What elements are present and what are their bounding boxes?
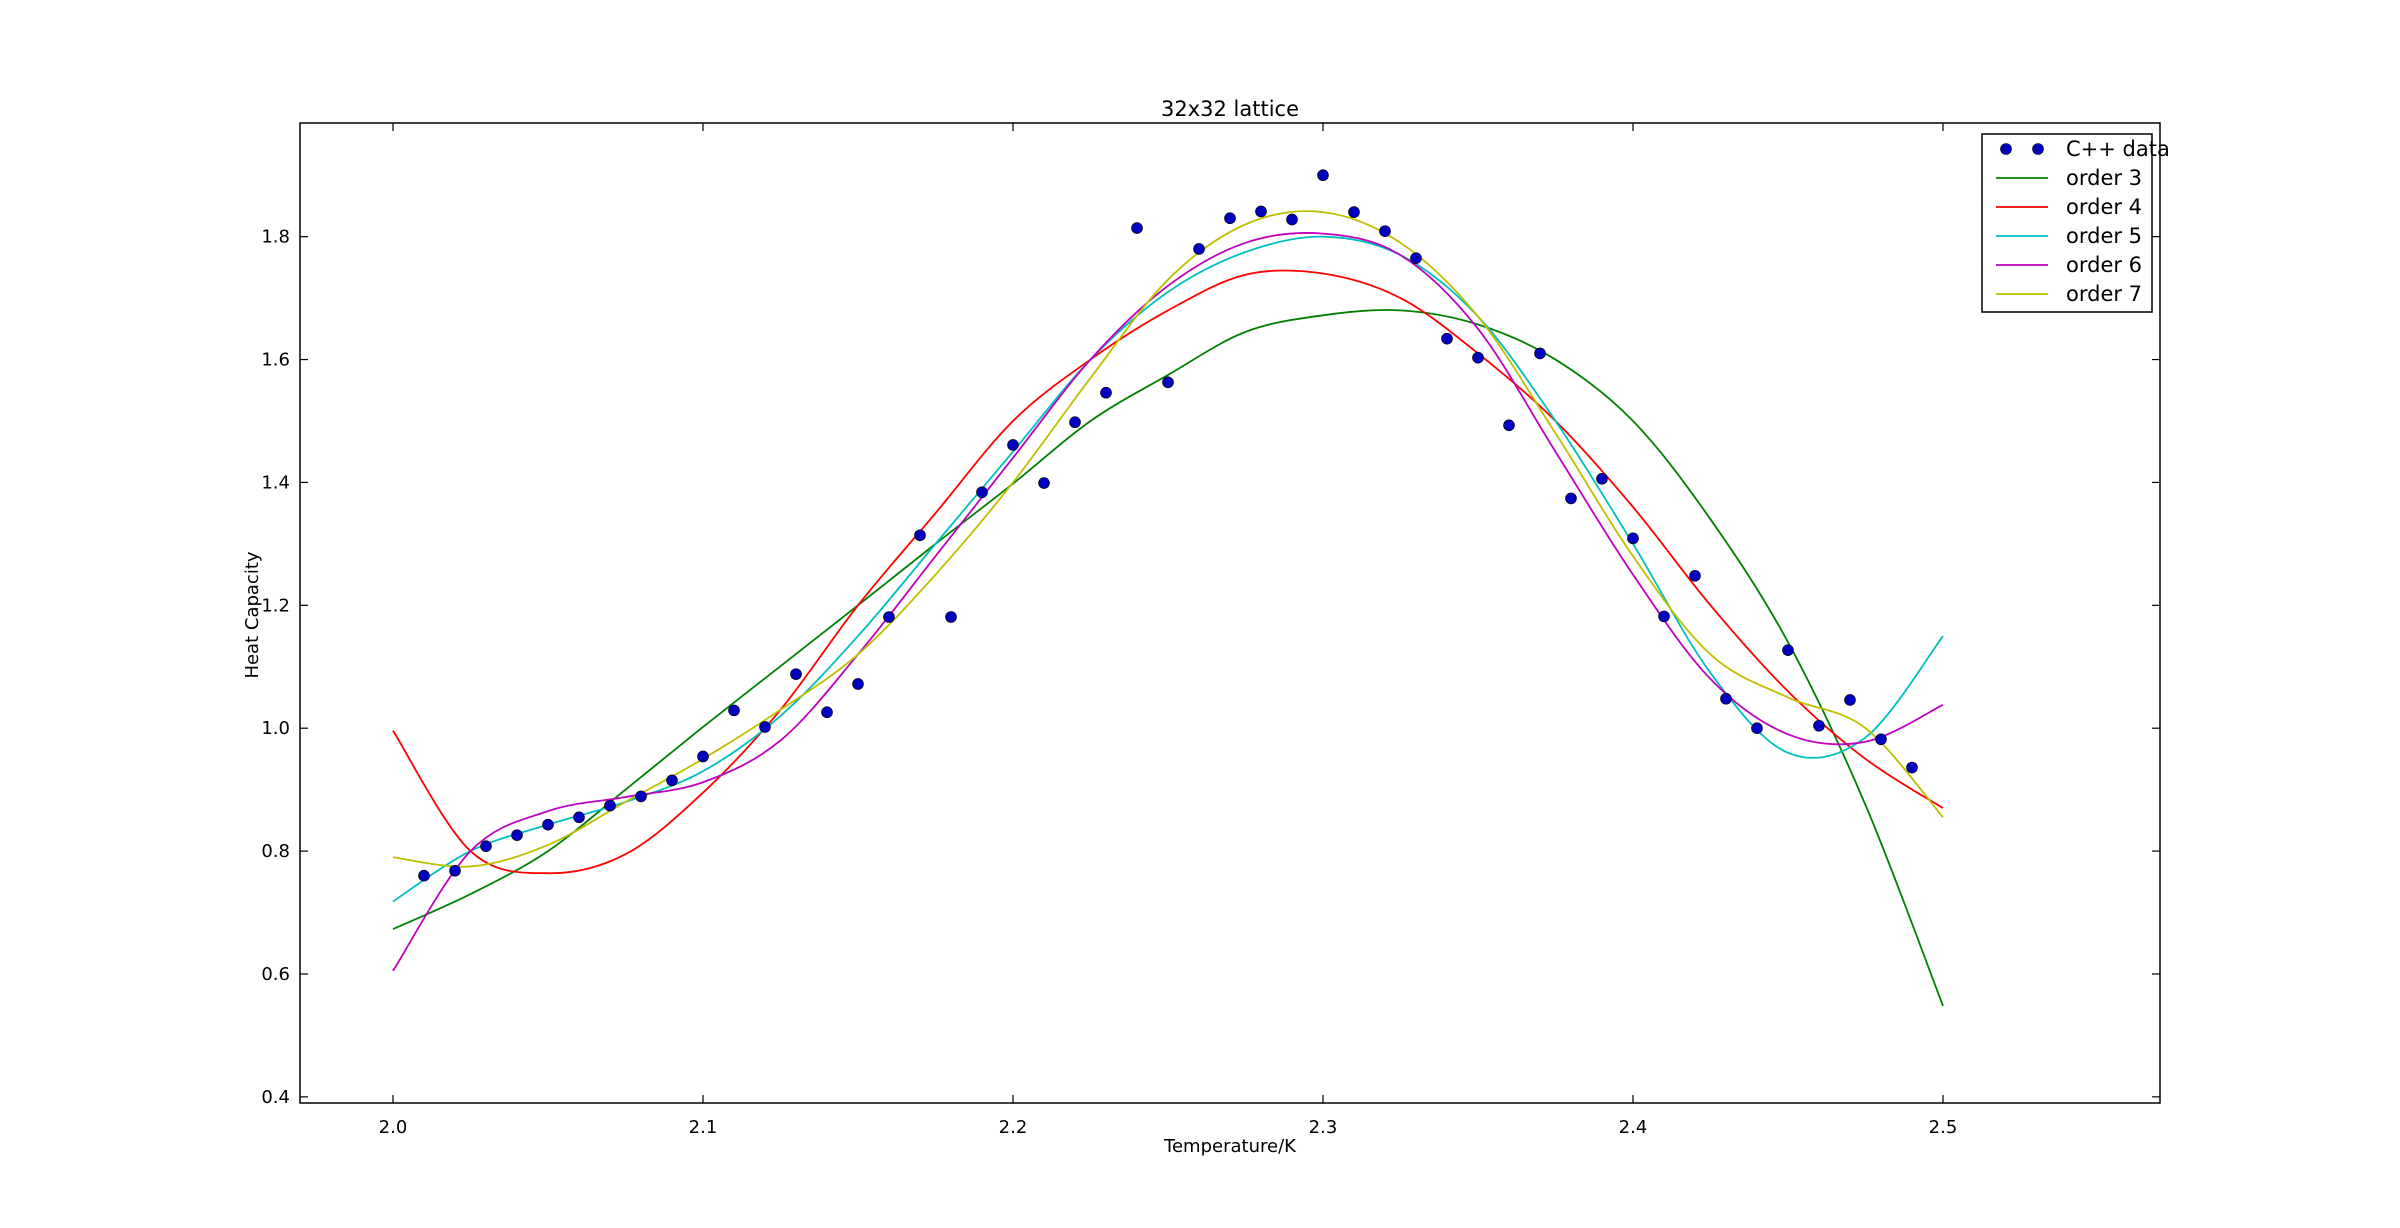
plot-area — [299, 122, 2161, 1104]
x-tick-label: 2.1 — [689, 1117, 718, 1138]
x-tick-label: 2.5 — [1929, 1117, 1958, 1138]
data-point — [1720, 692, 1732, 705]
x-tick-label: 2.2 — [999, 1117, 1028, 1138]
ticks-layer: 2.0 2.1 2.2 2.3 2.4 2.5 0.4 0.6 0.8 1.0 1.2 1.4 1.6 1… — [261, 123, 2160, 1138]
data-point — [1596, 472, 1608, 485]
legend-label: C++ data — [2066, 137, 2170, 161]
data-point — [945, 611, 957, 623]
data-point — [1751, 722, 1763, 735]
data-point — [511, 829, 523, 841]
y-tick-label: 1.6 — [261, 350, 290, 371]
data-point — [914, 529, 926, 542]
y-tick-label: 0.6 — [261, 964, 290, 985]
data-point — [1503, 419, 1515, 432]
data-point — [883, 611, 895, 623]
data-point — [666, 774, 678, 787]
legend-entries: C++ data order 3 order 4 order 5 order 6 orde… — [1996, 137, 2170, 306]
data-point — [759, 721, 771, 733]
series-line-order-4 — [392, 269, 1944, 875]
x-tick-label: 2.3 — [1309, 1117, 1338, 1138]
data-point — [1255, 205, 1267, 218]
data-point — [449, 864, 461, 877]
legend-label: order 7 — [2066, 282, 2142, 306]
data-point — [1193, 243, 1205, 255]
legend-marker — [2032, 143, 2044, 155]
data-point — [976, 486, 988, 499]
data-point — [1317, 169, 1329, 182]
x-axis-label: Temperature/K — [1163, 1136, 1297, 1157]
data-point — [1813, 719, 1825, 732]
data-point — [821, 706, 833, 719]
data-point — [573, 811, 585, 824]
data-point — [1069, 416, 1081, 429]
plot-frame — [299, 122, 2161, 1104]
y-tick-label: 0.8 — [261, 841, 290, 862]
data-point — [1534, 347, 1546, 360]
data-point — [1906, 761, 1918, 774]
data-point — [852, 678, 864, 690]
y-tick-label: 0.4 — [261, 1087, 290, 1108]
data-point — [604, 799, 616, 812]
data-point — [1162, 376, 1174, 389]
data-point — [542, 818, 554, 831]
y-tick-label: 1.0 — [261, 718, 290, 739]
data-point — [697, 750, 709, 763]
data-point — [635, 790, 647, 803]
chart-title: 32x32 lattice — [1161, 97, 1299, 121]
series-line-order-3 — [392, 309, 1944, 1007]
data-point — [418, 869, 430, 882]
y-tick-label: 1.4 — [261, 472, 290, 493]
data-point — [1007, 439, 1019, 451]
legend: C++ data order 3 order 4 order 5 order 6 orde… — [1981, 133, 2170, 313]
data-point — [1627, 532, 1639, 545]
data-point — [1441, 332, 1453, 345]
legend-label: order 3 — [2066, 166, 2142, 190]
data-point — [480, 840, 492, 852]
legend-label: order 5 — [2066, 224, 2142, 248]
data-point — [1565, 492, 1577, 505]
data-point — [1379, 225, 1391, 237]
data-point — [1100, 386, 1112, 399]
y-tick-label: 1.2 — [261, 595, 290, 616]
legend-marker — [2000, 143, 2012, 155]
data-point — [1472, 351, 1484, 364]
x-tick-label: 2.4 — [1619, 1117, 1648, 1138]
legend-label: order 6 — [2066, 253, 2142, 277]
y-tick-label: 1.8 — [261, 227, 290, 248]
data-point — [728, 704, 740, 717]
data-point — [1875, 733, 1887, 746]
x-tick-label: 2.0 — [379, 1117, 408, 1138]
data-point — [1131, 222, 1143, 234]
data-point — [1038, 477, 1050, 489]
legend-box — [1981, 133, 2153, 313]
scatter-layer — [418, 169, 1918, 882]
data-point — [1286, 213, 1298, 226]
series-line-order-6 — [392, 232, 1944, 972]
data-point — [790, 668, 802, 680]
data-point — [1224, 212, 1236, 225]
data-point — [1689, 570, 1701, 582]
data-point — [1844, 694, 1856, 706]
data-point — [1348, 206, 1360, 218]
data-point — [1410, 252, 1422, 264]
data-point — [1782, 644, 1794, 656]
legend-label: order 4 — [2066, 195, 2142, 219]
y-axis-label: Heat Capacity — [242, 551, 263, 678]
data-point — [1658, 610, 1670, 623]
